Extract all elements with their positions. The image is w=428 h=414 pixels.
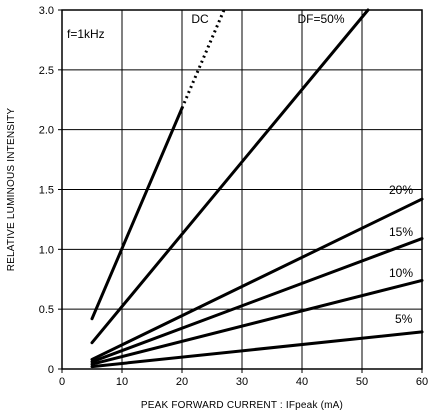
series-line	[90, 8, 370, 345]
y-tick-label: 1.5	[39, 185, 54, 197]
y-tick-label: 0	[48, 364, 54, 376]
x-axis-title: PEAK FORWARD CURRENT : IFpeak (mA)	[141, 400, 343, 411]
condition-label: f=1kHz	[67, 27, 105, 41]
x-tick-label: 60	[416, 376, 428, 388]
x-tick-label: 20	[176, 376, 188, 388]
y-tick-label: 2.5	[39, 65, 54, 77]
series-label: 10%	[389, 266, 413, 280]
x-tick-label: 30	[236, 376, 248, 388]
series-labels: DC DF=50% 20% 15% 10% 5%	[191, 12, 413, 326]
series-line	[90, 106, 184, 321]
series-line	[90, 197, 424, 361]
y-axis-title: RELATIVE LUMINOUS INTENSITY	[6, 108, 17, 272]
series-lines	[90, 8, 424, 369]
x-tick-label: 10	[116, 376, 128, 388]
series-label: 15%	[389, 225, 413, 239]
series-label: DF=50%	[297, 12, 344, 26]
series-line	[90, 330, 424, 369]
x-tick-label: 0	[59, 376, 65, 388]
y-tick-label: 3.0	[39, 5, 54, 17]
y-tick-label: 0.5	[39, 304, 54, 316]
x-tick-label: 50	[356, 376, 368, 388]
series-label: 5%	[395, 312, 413, 326]
series-line	[90, 237, 424, 364]
x-tick-label: 40	[296, 376, 308, 388]
series-line-dotted	[180, 9, 226, 109]
series-line	[90, 278, 424, 366]
y-tick-label: 2.0	[39, 125, 54, 137]
series-label: DC	[191, 12, 209, 26]
series-label: 20%	[389, 183, 413, 197]
y-tick-label: 1.0	[39, 244, 54, 256]
axis-ticks: 0 10 20 30 40 50 60 0 0.5 1.0 1.5 2.0 2.5 3.0	[39, 5, 428, 388]
